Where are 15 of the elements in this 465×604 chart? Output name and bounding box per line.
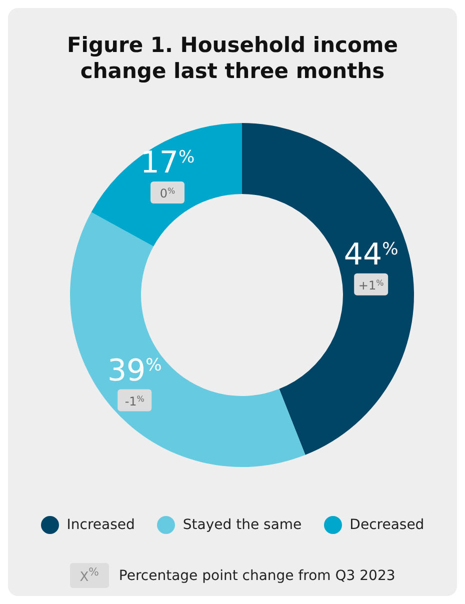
data-label: 17$^{%}$ [140,146,195,181]
text: X$^{%}$ [80,566,99,586]
chart-title: Figure 1. Household income change last three months [66,32,400,84]
text: -1$^{%}$ [124,394,145,408]
legend-label: Stayed the same [182,516,302,534]
legend-label: Decreased [348,516,424,534]
data-label: 44$^{%}$ [344,237,398,272]
donut-slice [242,123,414,455]
text: +1$^{%}$ [358,278,384,292]
donut-slice [91,123,242,246]
text: Percentage point change from Q3 2023 [118,568,396,584]
data-label: 39$^{%}$ [107,353,162,388]
donut-slice [70,212,306,467]
legend-label: Increased [66,516,135,534]
text: 0$^{%}$ [160,186,176,201]
